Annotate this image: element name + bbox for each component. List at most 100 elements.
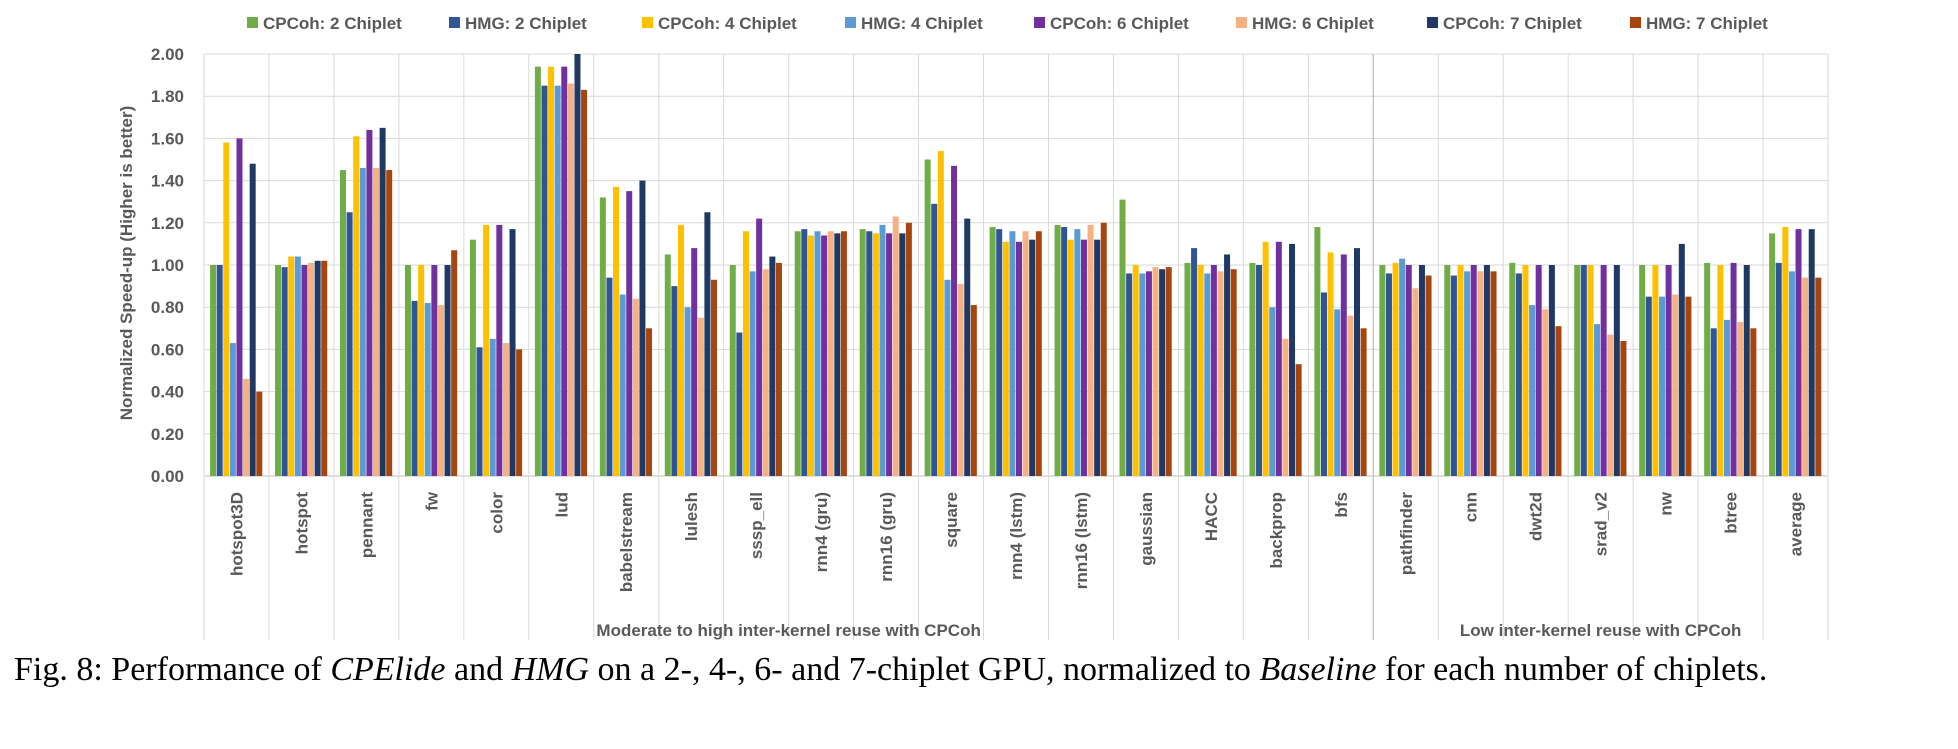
bar (1795, 229, 1802, 476)
x-tick-label: sssp_ell (747, 492, 766, 559)
bar (1224, 254, 1231, 476)
bar (794, 231, 801, 476)
bar (1119, 199, 1126, 476)
chart-bars (210, 54, 1822, 477)
x-tick-label: rnn4 (lstm) (1007, 492, 1026, 580)
x-tick-label: pennant (357, 492, 376, 558)
bar (742, 231, 749, 476)
bar (1262, 241, 1269, 476)
bar (1165, 267, 1172, 476)
bar (1652, 265, 1659, 476)
bar (294, 256, 301, 476)
x-axis: hotspot3D hotspot pennant fw color lud babelst… (227, 491, 1805, 592)
bar (483, 224, 490, 476)
bar (1217, 271, 1224, 476)
bar (534, 66, 541, 476)
caption-and: and (445, 651, 512, 688)
bar (236, 138, 243, 476)
bar (1425, 275, 1432, 476)
x-tick-label: btree (1722, 492, 1741, 534)
bar (834, 233, 841, 476)
bar (1775, 262, 1782, 476)
bar (223, 142, 230, 476)
bar (879, 224, 886, 476)
bar (931, 203, 938, 476)
bar (1282, 338, 1289, 476)
bar (697, 317, 704, 476)
bar (613, 186, 620, 476)
bar (859, 229, 866, 476)
bar (1594, 324, 1601, 476)
legend-swatch (1236, 17, 1247, 28)
bar (1483, 265, 1490, 476)
x-tick-label: average (1787, 492, 1806, 556)
bar (359, 167, 366, 476)
bar (821, 235, 828, 476)
bar (957, 283, 964, 476)
caption-middle: on a 2-, 4-, 6- and 7-chiplet GPU, norma… (589, 651, 1260, 688)
x-tick-label: gaussian (1137, 492, 1156, 566)
bar (1016, 241, 1022, 476)
y-tick-label: 1.20 (151, 214, 184, 233)
bar (1522, 265, 1529, 476)
legend-label: HMG: 7 Chiplet (1646, 14, 1768, 33)
x-tick-label: nw (1657, 491, 1676, 515)
bar (288, 256, 295, 476)
bar (1002, 241, 1009, 476)
bar (1587, 265, 1594, 476)
bar (1555, 326, 1562, 476)
bar-chart: CPCoh: 2 Chiplet HMG: 2 Chiplet CPCoh: 4 C… (117, 14, 1829, 640)
bar (899, 233, 906, 476)
legend-swatch (1034, 17, 1045, 28)
bar (646, 328, 653, 476)
bar (626, 191, 633, 476)
bar (989, 227, 996, 476)
bar (1730, 262, 1737, 476)
bar (561, 66, 568, 476)
bar (1607, 334, 1614, 476)
legend-label: HMG: 6 Chiplet (1252, 14, 1374, 33)
bar (1275, 241, 1282, 476)
bar (951, 165, 958, 476)
bar (424, 302, 431, 476)
bar (711, 279, 717, 476)
bar (1678, 243, 1685, 476)
y-axis-label: Normalized Speed-up (Higher is better) (117, 106, 136, 421)
bar (548, 66, 555, 476)
bar (489, 338, 496, 476)
bar (404, 265, 411, 476)
bar (814, 231, 821, 476)
x-tick-label: hotspot3D (227, 492, 246, 576)
bar (210, 265, 217, 476)
bar (1672, 294, 1679, 476)
bar (1788, 271, 1795, 476)
bar (1477, 271, 1484, 476)
caption-baseline: Baseline (1259, 651, 1377, 688)
y-tick-label: 2.00 (151, 45, 184, 64)
bar (1080, 239, 1087, 476)
bar (1159, 269, 1166, 476)
x-tick-label: square (942, 492, 961, 548)
bar (1529, 305, 1536, 476)
y-tick-label: 0.80 (151, 298, 184, 317)
legend-swatch (1427, 17, 1438, 28)
bar (1061, 227, 1068, 476)
bar (970, 305, 977, 476)
bar (678, 224, 684, 476)
bar (1385, 273, 1392, 476)
bar (756, 218, 763, 476)
bar (1412, 288, 1419, 476)
bar (496, 224, 503, 476)
bar (1392, 262, 1399, 476)
bar (1470, 265, 1477, 476)
bar (1126, 273, 1133, 476)
bar (1659, 296, 1665, 476)
bar (729, 265, 736, 476)
bar (308, 262, 315, 476)
bar (736, 332, 743, 476)
bar (581, 89, 588, 477)
bar (1490, 271, 1497, 476)
legend-label: CPCoh: 4 Chiplet (658, 14, 797, 33)
bar (502, 343, 509, 476)
bar (1464, 271, 1471, 476)
